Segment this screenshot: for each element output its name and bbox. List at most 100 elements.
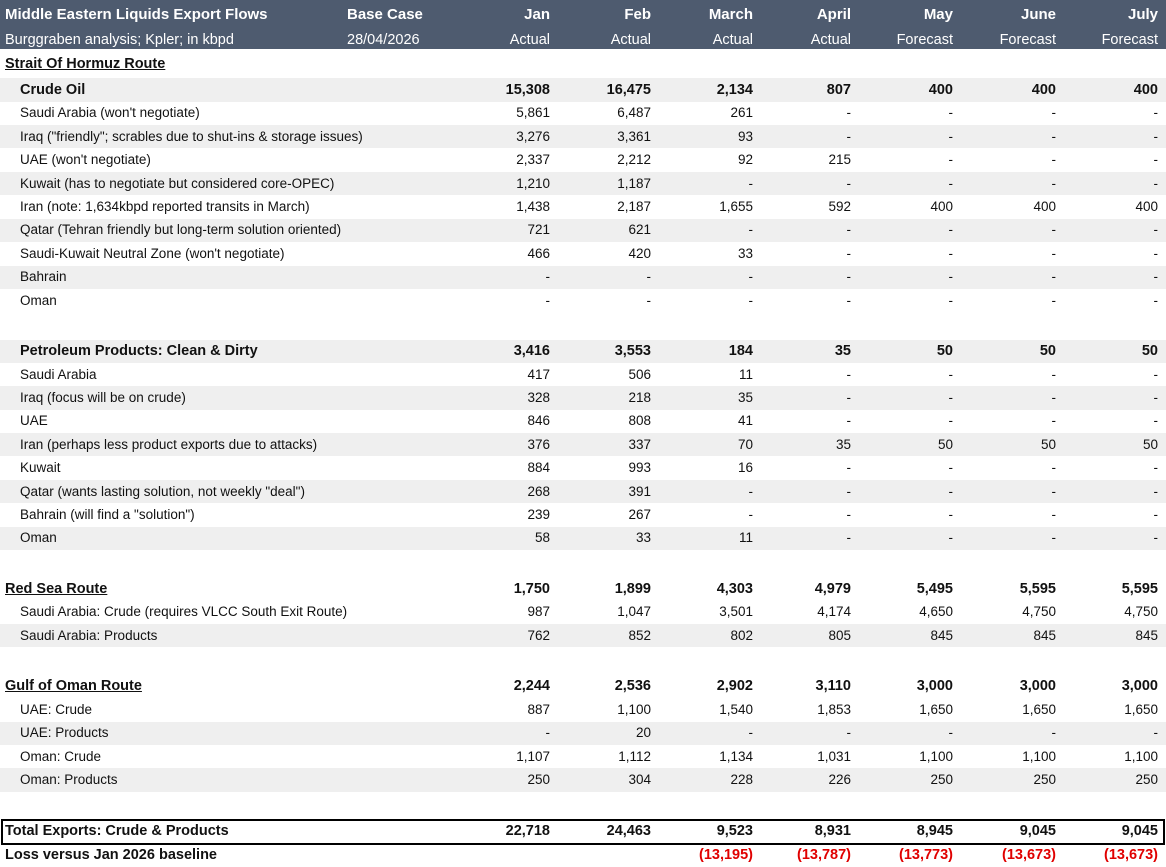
cell-value: 250: [1033, 772, 1056, 787]
cell-value: -: [1153, 245, 1159, 261]
cell-value: 4,650: [919, 604, 953, 620]
cell-value: 2,536: [614, 678, 651, 695]
row-label: Oman: [20, 292, 57, 308]
cell-value: 16: [737, 460, 753, 476]
month-header: July: [1127, 6, 1158, 23]
cell-value: 304: [628, 772, 651, 787]
cell-value: 1,655: [719, 199, 753, 214]
cell-value: 50: [937, 436, 953, 452]
cell-value: 1,107: [516, 748, 550, 764]
cell-value: 50: [1142, 436, 1158, 452]
month-header: Jan: [524, 6, 550, 23]
cell-value: -: [1153, 413, 1159, 429]
cell-value: 268: [527, 483, 550, 499]
header-date: 28/04/2026: [347, 32, 420, 48]
cell-value: -: [748, 269, 754, 285]
cell-value: 1,210: [516, 175, 550, 191]
row-shade: [0, 433, 1166, 457]
month-kind: Actual: [509, 32, 550, 48]
cell-value: -: [846, 269, 852, 285]
cell-value: -: [1153, 530, 1159, 546]
row-label: UAE: [20, 413, 48, 429]
cell-value: 5,595: [1019, 581, 1056, 597]
cell-value: 8,931: [814, 822, 851, 839]
cell-value: -: [545, 292, 551, 308]
cell-value: 218: [628, 390, 651, 405]
row-label: Saudi-Kuwait Neutral Zone (won't negotia…: [20, 245, 285, 261]
cell-value: -: [748, 483, 754, 499]
cell-value: 400: [1135, 199, 1158, 214]
row-label: Qatar (wants lasting solution, not weekl…: [20, 483, 305, 499]
cell-value: 1,650: [1022, 701, 1056, 717]
row-shade: [0, 125, 1166, 149]
cell-value: 1,750: [513, 581, 550, 597]
cell-value: 887: [527, 701, 550, 717]
month-kind: Forecast: [1101, 32, 1158, 48]
cell-value: 805: [828, 627, 851, 643]
cell-value: -: [1153, 128, 1159, 144]
cell-value: 11: [738, 366, 753, 382]
cell-value: -: [545, 725, 551, 741]
row-shade: [0, 624, 1166, 648]
month-header: March: [708, 6, 753, 23]
cell-value: -: [846, 128, 852, 144]
cell-value: 3,361: [617, 128, 651, 144]
section-title: Red Sea Route: [5, 581, 108, 597]
cell-value: -: [1051, 105, 1057, 121]
row-label: Saudi Arabia: Products: [20, 627, 158, 643]
cell-value: 721: [527, 222, 550, 238]
total-box: [1, 818, 1165, 845]
cell-value: -: [748, 292, 754, 308]
row-label: Saudi Arabia: Crude (requires VLCC South…: [20, 604, 348, 620]
cell-value: 3,000: [1121, 678, 1158, 695]
cell-value: 6,487: [617, 105, 651, 121]
cell-value: 3,553: [614, 343, 651, 360]
row-label: UAE: Products: [20, 725, 109, 741]
cell-value: 807: [826, 82, 851, 98]
cell-value: -: [846, 483, 852, 499]
cell-value: 845: [1135, 627, 1158, 643]
row-label: Oman: Crude: [20, 748, 102, 764]
cell-value: -: [846, 507, 852, 522]
row-label: Saudi Arabia (won't negotiate): [20, 105, 200, 121]
cell-value: -: [846, 530, 852, 546]
cell-value: -: [1051, 725, 1057, 741]
cell-value: 1,100: [919, 748, 953, 764]
cell-value: -: [545, 269, 551, 285]
row-label: Iran (note: 1,634kbpd reported transits …: [20, 199, 310, 214]
row-label: Qatar (Tehran friendly but long-term sol…: [20, 222, 342, 238]
cell-value: 802: [730, 627, 753, 643]
row-shade: [0, 768, 1166, 792]
cell-value: 420: [628, 245, 651, 261]
cell-value: 4,750: [1022, 604, 1056, 620]
cell-value: 3,416: [513, 343, 550, 360]
cell-value: -: [1153, 507, 1159, 522]
cell-value: -: [1153, 460, 1159, 476]
cell-value: 3,000: [1019, 678, 1056, 695]
cell-value: 4,979: [814, 581, 851, 597]
row-label: Oman: [20, 530, 57, 546]
row-label: Bahrain: [20, 269, 67, 285]
cell-value: 70: [737, 436, 753, 452]
cell-value: -: [948, 245, 954, 261]
cell-value: 9,045: [1121, 822, 1158, 839]
cell-value: -: [646, 292, 652, 308]
header-band: [0, 0, 1166, 49]
cell-value: -: [948, 507, 954, 522]
cell-value: -: [1051, 366, 1057, 382]
cell-value: 400: [1133, 82, 1158, 98]
cell-value: 22,718: [505, 822, 550, 839]
group-title: Crude Oil: [20, 82, 86, 98]
cell-value: -: [846, 222, 852, 238]
row-label: Kuwait (has to negotiate but considered …: [20, 175, 335, 191]
cell-value: 35: [835, 436, 851, 452]
cell-value: 987: [527, 604, 550, 620]
cell-value: 1,031: [817, 748, 851, 764]
cell-value: -: [1153, 366, 1159, 382]
cell-value: 5,595: [1121, 581, 1158, 597]
cell-value: -: [1051, 269, 1057, 285]
cell-value: -: [1153, 269, 1159, 285]
cell-value: 33: [635, 530, 651, 546]
cell-value: -: [1051, 175, 1057, 191]
